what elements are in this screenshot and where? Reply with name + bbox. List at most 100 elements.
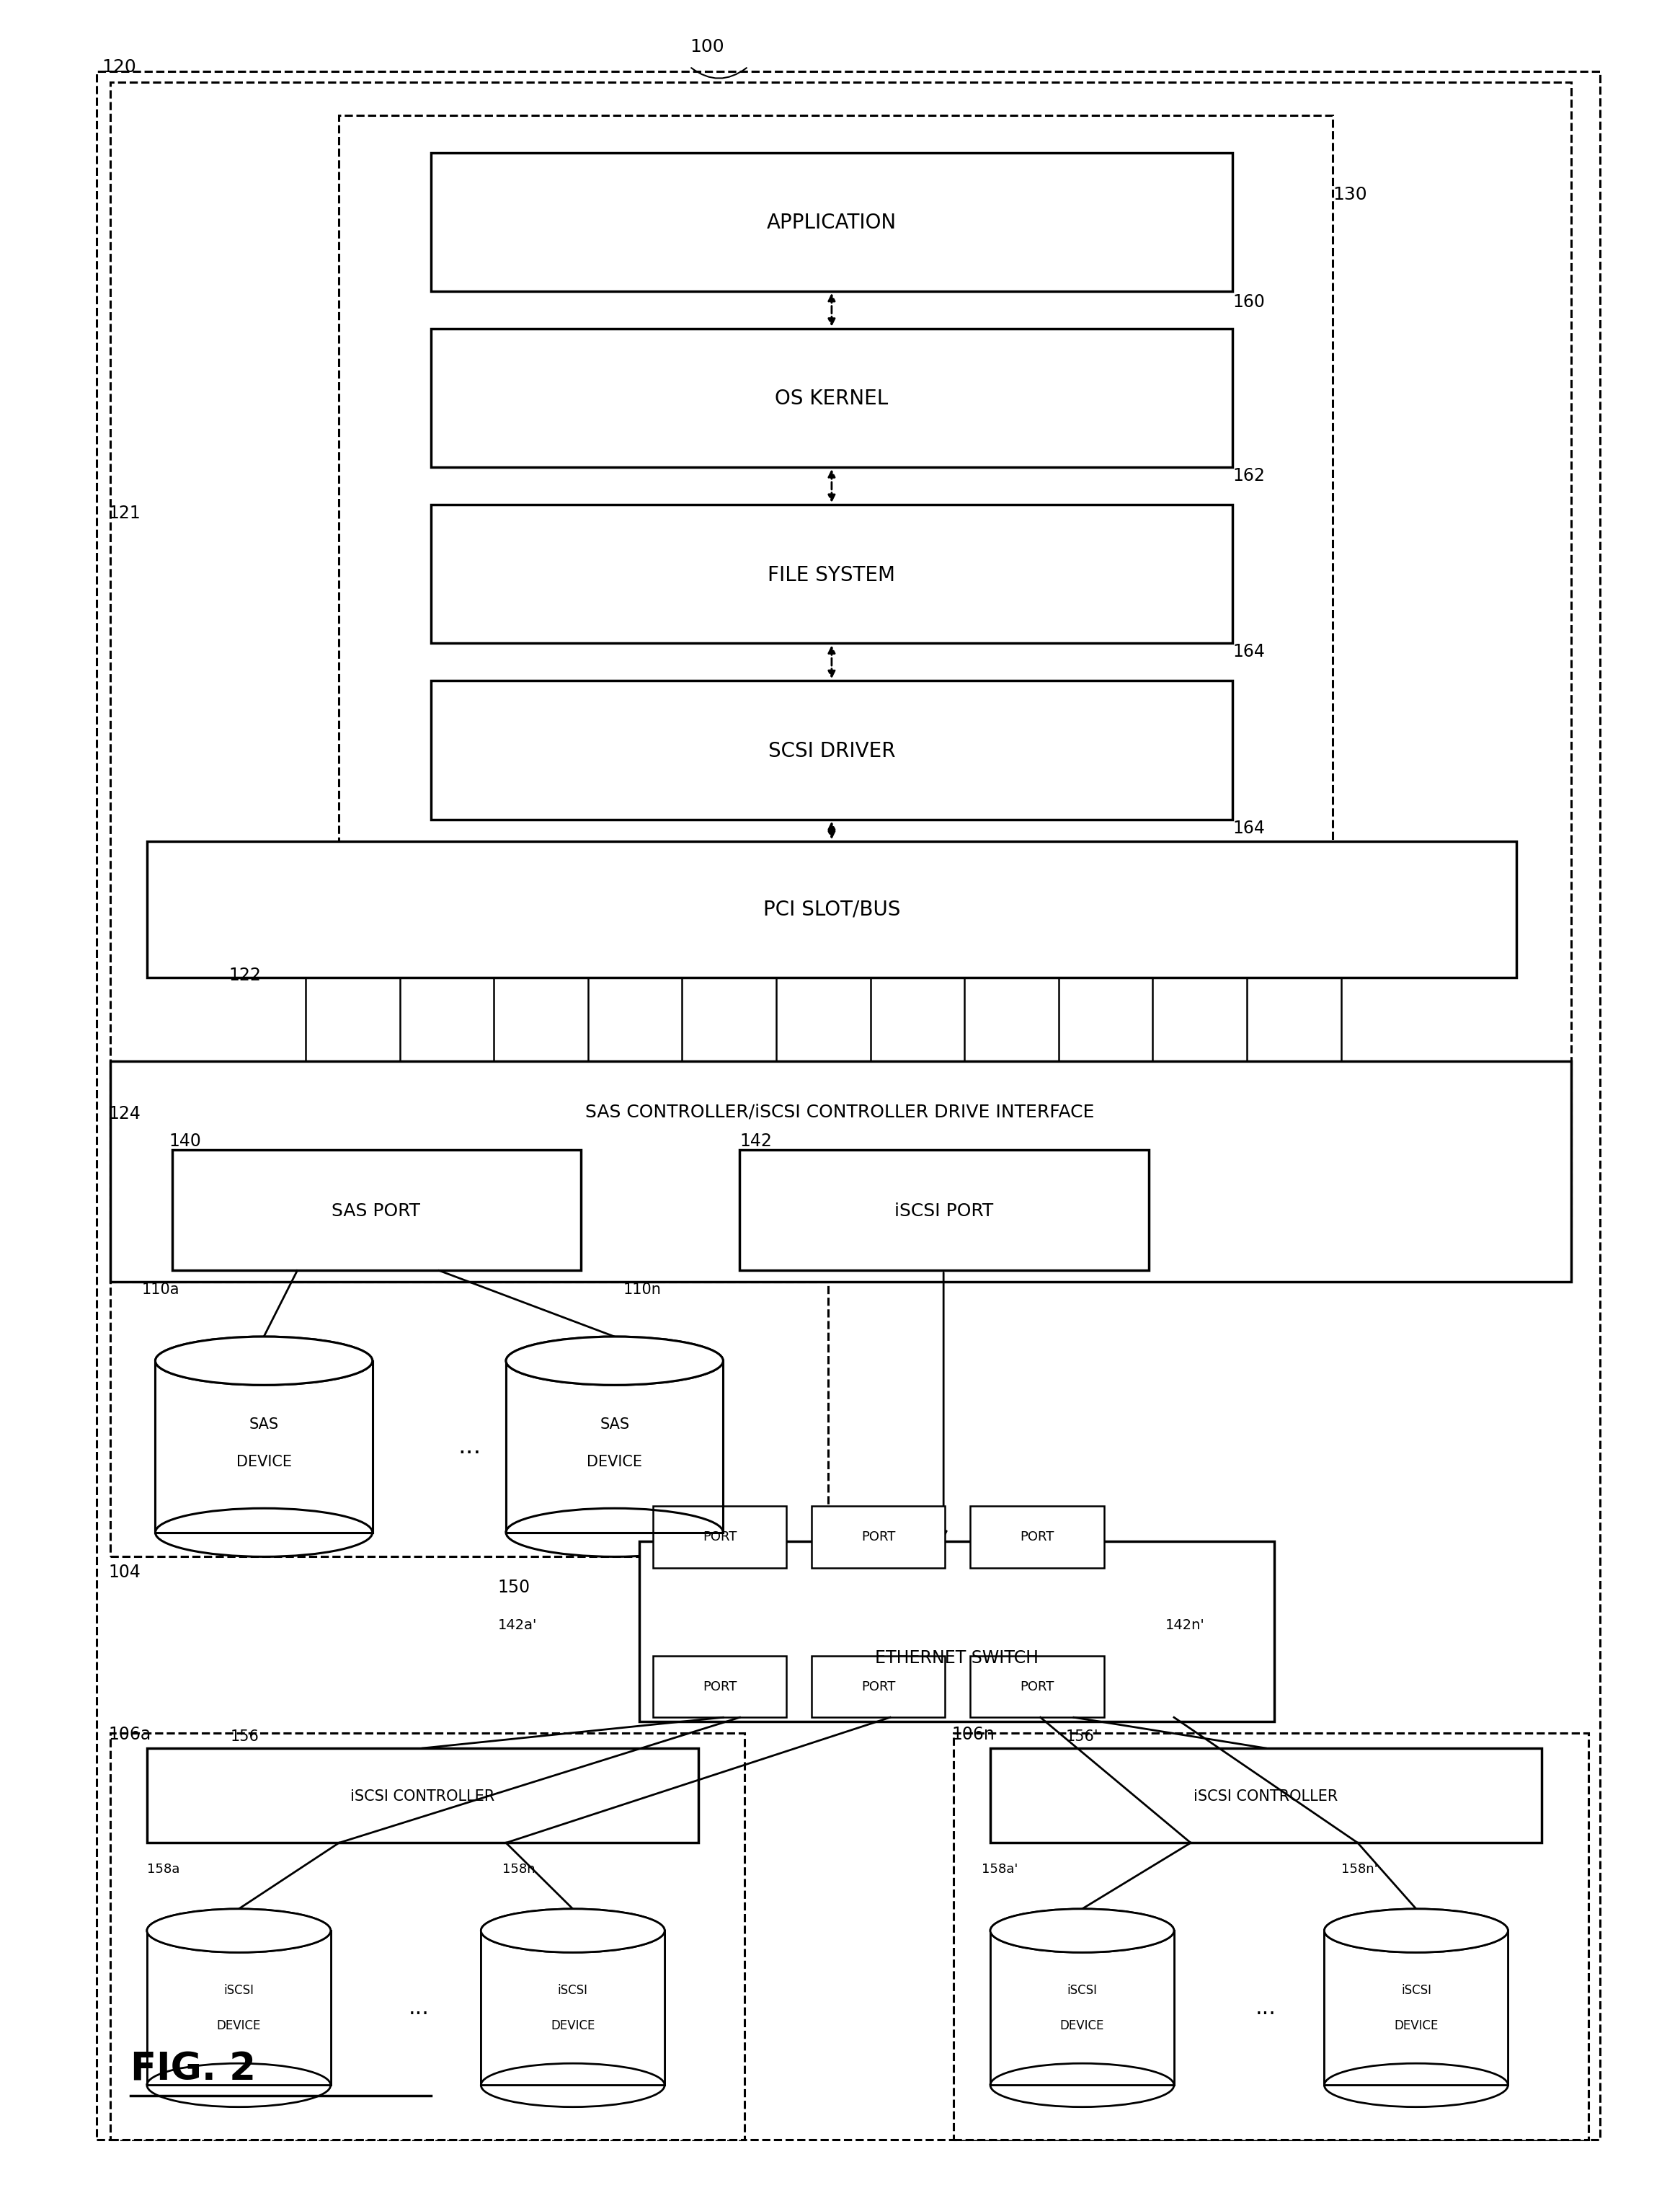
Ellipse shape xyxy=(1324,1908,1509,1952)
Ellipse shape xyxy=(1324,1908,1509,1952)
Bar xyxy=(990,1930,1174,2085)
Ellipse shape xyxy=(990,1908,1174,1952)
Text: 110n: 110n xyxy=(623,1282,660,1298)
Text: PORT: PORT xyxy=(1020,1530,1053,1543)
Bar xyxy=(155,1360,373,1532)
Bar xyxy=(1324,1930,1509,2085)
Text: iSCSI PORT: iSCSI PORT xyxy=(894,1203,993,1220)
Text: PCI SLOT/BUS: PCI SLOT/BUS xyxy=(763,900,900,920)
Text: PORT: PORT xyxy=(862,1530,895,1543)
Text: 122: 122 xyxy=(228,966,260,984)
Text: iSCSI: iSCSI xyxy=(1401,1983,1431,1997)
Text: DEVICE: DEVICE xyxy=(237,1455,292,1470)
FancyBboxPatch shape xyxy=(430,329,1233,467)
Ellipse shape xyxy=(506,1338,722,1384)
Bar xyxy=(146,1930,331,2085)
Ellipse shape xyxy=(480,1908,665,1952)
Text: PORT: PORT xyxy=(702,1530,738,1543)
Bar xyxy=(506,1360,722,1532)
Text: 106n: 106n xyxy=(953,1727,995,1744)
Ellipse shape xyxy=(146,2063,331,2107)
Bar xyxy=(155,1360,373,1532)
FancyBboxPatch shape xyxy=(990,1749,1541,1842)
Text: 158a: 158a xyxy=(146,1864,180,1875)
Text: ETHERNET SWITCH: ETHERNET SWITCH xyxy=(875,1649,1038,1667)
Bar xyxy=(480,1930,665,2085)
Text: PORT: PORT xyxy=(702,1680,738,1694)
Text: 140: 140 xyxy=(168,1132,202,1150)
Ellipse shape xyxy=(506,1338,722,1384)
Text: SAS: SAS xyxy=(600,1417,630,1433)
Bar xyxy=(990,1930,1174,2085)
Text: SAS PORT: SAS PORT xyxy=(331,1203,420,1220)
Text: iSCSI CONTROLLER: iSCSI CONTROLLER xyxy=(351,1789,494,1804)
Text: 160: 160 xyxy=(1233,294,1265,310)
Text: 162: 162 xyxy=(1233,467,1265,484)
Text: 121: 121 xyxy=(109,504,141,522)
FancyBboxPatch shape xyxy=(111,1733,744,2140)
FancyBboxPatch shape xyxy=(739,1150,1149,1271)
Text: DEVICE: DEVICE xyxy=(586,1455,642,1470)
FancyBboxPatch shape xyxy=(654,1506,786,1568)
FancyBboxPatch shape xyxy=(971,1656,1104,1718)
Text: 120: 120 xyxy=(102,57,136,75)
Bar xyxy=(1324,1930,1509,2085)
Text: DEVICE: DEVICE xyxy=(1394,2019,1438,2032)
Ellipse shape xyxy=(506,1508,722,1557)
Text: ...: ... xyxy=(457,1435,480,1459)
Text: FIG. 2: FIG. 2 xyxy=(131,2052,255,2087)
Text: ...: ... xyxy=(408,1997,430,2019)
Ellipse shape xyxy=(1324,2063,1509,2107)
Text: 164: 164 xyxy=(1233,820,1265,836)
FancyBboxPatch shape xyxy=(954,1733,1588,2140)
Bar xyxy=(506,1360,722,1532)
Ellipse shape xyxy=(480,2063,665,2107)
Ellipse shape xyxy=(990,2063,1174,2107)
Bar xyxy=(480,1930,665,2085)
FancyBboxPatch shape xyxy=(971,1506,1104,1568)
Text: 156: 156 xyxy=(230,1729,259,1744)
Text: SCSI DRIVER: SCSI DRIVER xyxy=(768,741,895,761)
Ellipse shape xyxy=(480,1908,665,1952)
Text: PORT: PORT xyxy=(862,1680,895,1694)
FancyBboxPatch shape xyxy=(171,1150,581,1271)
Text: iSCSI: iSCSI xyxy=(223,1983,254,1997)
Text: 156': 156' xyxy=(1065,1729,1099,1744)
Text: 100: 100 xyxy=(690,38,724,55)
Bar xyxy=(1324,1930,1509,2085)
Text: iSCSI CONTROLLER: iSCSI CONTROLLER xyxy=(1194,1789,1337,1804)
Bar xyxy=(506,1360,722,1532)
Text: OS KERNEL: OS KERNEL xyxy=(774,389,889,409)
Text: iSCSI: iSCSI xyxy=(1067,1983,1097,1997)
Text: SAS CONTROLLER/iSCSI CONTROLLER DRIVE INTERFACE: SAS CONTROLLER/iSCSI CONTROLLER DRIVE IN… xyxy=(585,1103,1095,1121)
FancyBboxPatch shape xyxy=(430,681,1233,820)
Text: 142a': 142a' xyxy=(497,1618,538,1632)
Text: 110a: 110a xyxy=(141,1282,180,1298)
Text: 150: 150 xyxy=(497,1579,531,1596)
Ellipse shape xyxy=(155,1338,373,1384)
FancyBboxPatch shape xyxy=(97,71,1599,2140)
Bar xyxy=(155,1360,373,1532)
FancyBboxPatch shape xyxy=(811,1506,946,1568)
Text: DEVICE: DEVICE xyxy=(1060,2019,1104,2032)
Text: SAS: SAS xyxy=(249,1417,279,1433)
Ellipse shape xyxy=(146,1908,331,1952)
Text: 124: 124 xyxy=(109,1106,141,1123)
Bar xyxy=(480,1930,665,2085)
Text: 158a': 158a' xyxy=(981,1864,1018,1875)
Ellipse shape xyxy=(155,1508,373,1557)
FancyBboxPatch shape xyxy=(111,1061,1571,1282)
FancyBboxPatch shape xyxy=(111,1282,828,1557)
FancyBboxPatch shape xyxy=(811,1656,946,1718)
Text: FILE SYSTEM: FILE SYSTEM xyxy=(768,566,895,586)
Text: 158n: 158n xyxy=(502,1864,536,1875)
Text: 142n': 142n' xyxy=(1166,1618,1205,1632)
Text: DEVICE: DEVICE xyxy=(551,2019,595,2032)
Text: iSCSI: iSCSI xyxy=(558,1983,588,1997)
Text: 164: 164 xyxy=(1233,643,1265,661)
FancyBboxPatch shape xyxy=(430,153,1233,292)
Bar xyxy=(990,1930,1174,2085)
Text: 142: 142 xyxy=(739,1132,773,1150)
Text: ...: ... xyxy=(1255,1997,1277,2019)
FancyBboxPatch shape xyxy=(146,1749,699,1842)
